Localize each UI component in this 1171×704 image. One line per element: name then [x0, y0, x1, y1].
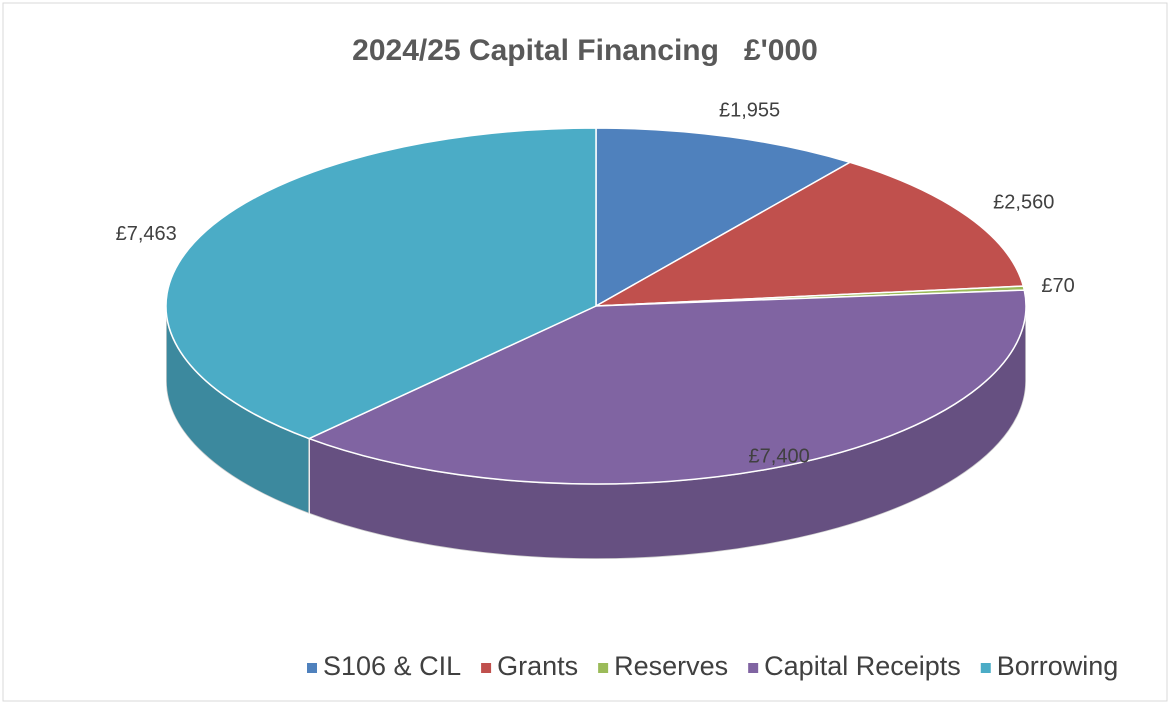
data-label: £70 — [1041, 275, 1074, 297]
pie-slice — [595, 161, 1025, 307]
legend-label: S106 & CIL — [323, 651, 461, 681]
legend-swatch — [748, 663, 759, 673]
chart-title: 2024/25 Capital Financing £'000 — [352, 34, 818, 67]
data-label: £7,400 — [749, 445, 810, 467]
pie-slice — [595, 127, 852, 308]
legend-label: Borrowing — [997, 651, 1119, 681]
pie-slice — [165, 127, 597, 440]
data-label: £7,463 — [116, 223, 177, 245]
legend-label: Grants — [497, 651, 578, 681]
legend-label: Reserves — [614, 651, 728, 681]
pie-side-shade — [309, 306, 1026, 559]
legend-swatch — [307, 663, 317, 673]
legend-swatch — [481, 663, 492, 673]
legend-swatch — [980, 663, 991, 673]
legend-swatch — [598, 663, 609, 673]
pie-slice — [307, 289, 1027, 485]
data-label: £1,955 — [719, 100, 780, 122]
legend: S106 & CIL Grants Reserves Capital Receipts… — [307, 651, 1118, 681]
legend-label: Capital Receipts — [764, 651, 961, 681]
data-label: £2,560 — [993, 192, 1054, 214]
pie-side-shade — [166, 306, 310, 514]
